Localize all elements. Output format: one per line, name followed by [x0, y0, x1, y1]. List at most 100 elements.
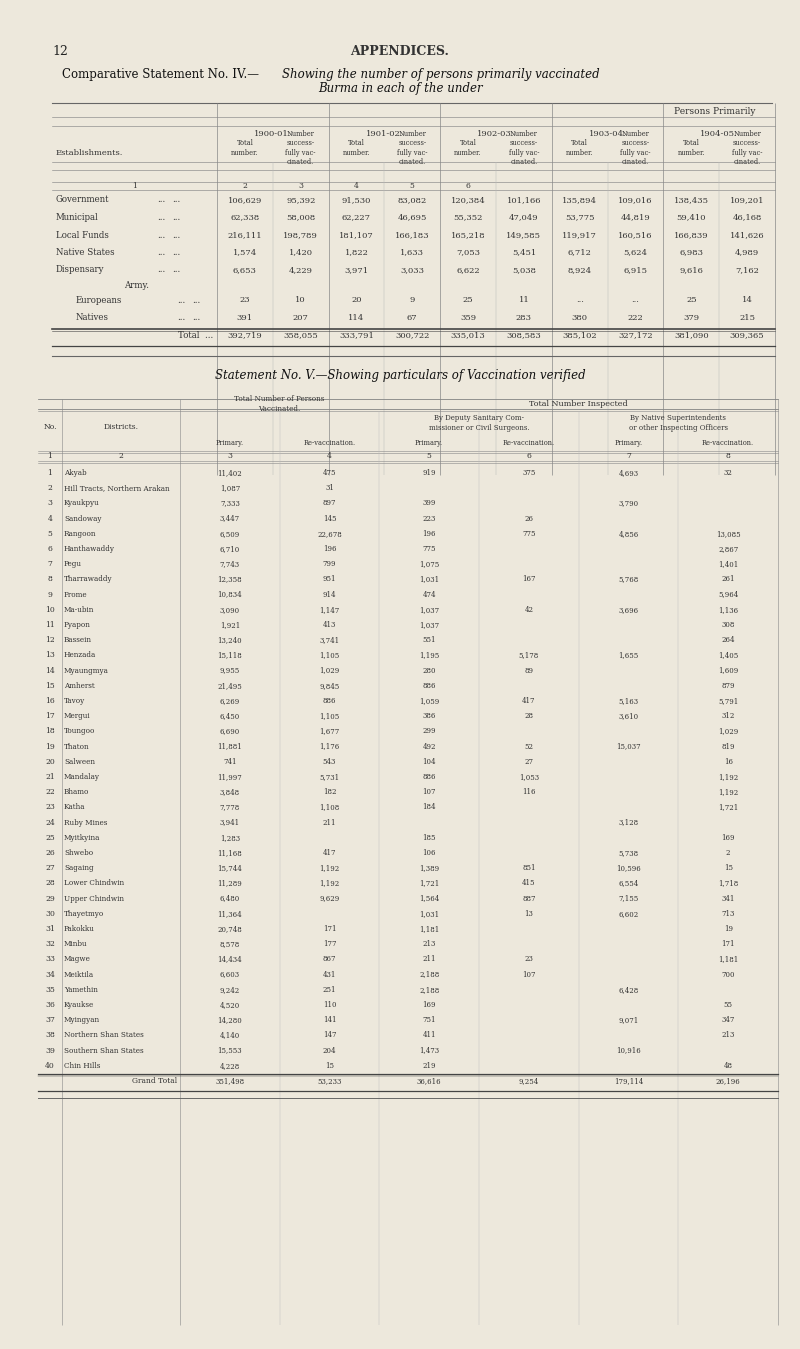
Text: 10,916: 10,916: [616, 1047, 641, 1055]
Text: 3: 3: [47, 499, 53, 507]
Text: 6,602: 6,602: [618, 909, 638, 917]
Text: 3,447: 3,447: [220, 514, 240, 522]
Text: 751: 751: [422, 1016, 436, 1024]
Text: Ma-ubin: Ma-ubin: [64, 606, 94, 614]
Text: 5,163: 5,163: [618, 697, 638, 706]
Text: 6,603: 6,603: [220, 970, 240, 978]
Text: 7,053: 7,053: [456, 248, 480, 256]
Text: 6,915: 6,915: [623, 266, 647, 274]
Text: 358,055: 358,055: [283, 332, 318, 340]
Text: APPENDICES.: APPENDICES.: [350, 45, 450, 58]
Text: 67: 67: [407, 314, 418, 322]
Text: 1,721: 1,721: [419, 880, 439, 888]
Text: Re-vaccination.: Re-vaccination.: [502, 438, 555, 447]
Text: 14,280: 14,280: [218, 1016, 242, 1024]
Text: 700: 700: [722, 970, 735, 978]
Text: 381,090: 381,090: [674, 332, 709, 340]
Text: 1901-02.: 1901-02.: [366, 130, 403, 138]
Text: 886: 886: [422, 681, 436, 689]
Text: 1,037: 1,037: [419, 606, 439, 614]
Text: 13,085: 13,085: [716, 530, 741, 538]
Text: 6,983: 6,983: [679, 248, 703, 256]
Text: Bassein: Bassein: [64, 637, 92, 645]
Text: 327,172: 327,172: [618, 332, 653, 340]
Text: 1,420: 1,420: [289, 248, 313, 256]
Text: 36: 36: [45, 1001, 55, 1009]
Text: 6,690: 6,690: [220, 727, 240, 735]
Text: 213: 213: [722, 1032, 735, 1039]
Text: 1,181: 1,181: [419, 925, 439, 934]
Text: 1: 1: [47, 452, 53, 460]
Text: 145: 145: [322, 514, 336, 522]
Text: 24: 24: [45, 819, 55, 827]
Text: 3,941: 3,941: [220, 819, 240, 827]
Text: 359: 359: [460, 314, 476, 322]
Text: 171: 171: [322, 925, 336, 934]
Text: 13,240: 13,240: [218, 637, 242, 645]
Text: 11,289: 11,289: [218, 880, 242, 888]
Text: 1,921: 1,921: [220, 621, 240, 629]
Text: Statement No. V.—Showing particulars of Vaccination verified: Statement No. V.—Showing particulars of …: [214, 370, 586, 382]
Text: 5,451: 5,451: [512, 248, 536, 256]
Text: 6,509: 6,509: [220, 530, 240, 538]
Text: 1,087: 1,087: [220, 484, 240, 492]
Text: 1,405: 1,405: [718, 652, 738, 660]
Text: 30: 30: [45, 909, 55, 917]
Text: 109,016: 109,016: [618, 196, 653, 204]
Text: 6,480: 6,480: [220, 894, 240, 902]
Text: Primary.: Primary.: [614, 438, 642, 447]
Text: Dispensary: Dispensary: [56, 266, 105, 274]
Text: 149,585: 149,585: [506, 231, 542, 239]
Text: 5,731: 5,731: [319, 773, 339, 781]
Text: 19: 19: [724, 925, 733, 934]
Text: 375: 375: [522, 469, 535, 478]
Text: 169: 169: [722, 834, 735, 842]
Text: 14: 14: [742, 297, 753, 305]
Text: 2,188: 2,188: [419, 970, 439, 978]
Text: 104: 104: [422, 758, 436, 766]
Text: 204: 204: [322, 1047, 336, 1055]
Text: 15: 15: [724, 865, 733, 873]
Text: 219: 219: [422, 1062, 436, 1070]
Text: 1,655: 1,655: [618, 652, 638, 660]
Text: Re-vaccination.: Re-vaccination.: [303, 438, 355, 447]
Text: 166,839: 166,839: [674, 231, 709, 239]
Text: 341: 341: [722, 894, 735, 902]
Text: Myingyan: Myingyan: [64, 1016, 100, 1024]
Text: 351,498: 351,498: [215, 1077, 244, 1085]
Text: 1,721: 1,721: [718, 804, 738, 811]
Text: 11,997: 11,997: [218, 773, 242, 781]
Text: Mandalay: Mandalay: [64, 773, 100, 781]
Text: 17: 17: [45, 712, 55, 720]
Text: Showing the number of persons primarily vaccinated: Showing the number of persons primarily …: [282, 67, 600, 81]
Text: 7,162: 7,162: [735, 266, 759, 274]
Text: 775: 775: [522, 530, 535, 538]
Text: 42: 42: [524, 606, 534, 614]
Text: 106: 106: [422, 849, 436, 857]
Text: 196: 196: [422, 530, 436, 538]
Text: 8,578: 8,578: [220, 940, 240, 948]
Text: 171: 171: [722, 940, 735, 948]
Text: 19: 19: [45, 742, 55, 750]
Text: 8: 8: [47, 576, 53, 583]
Text: 3,971: 3,971: [345, 266, 369, 274]
Text: 9: 9: [410, 297, 415, 305]
Text: Number
success-
fully vac-
cinated.: Number success- fully vac- cinated.: [620, 130, 650, 166]
Text: Hill Tracts, Northern Arakan: Hill Tracts, Northern Arakan: [64, 484, 170, 492]
Text: 23: 23: [524, 955, 534, 963]
Text: 29: 29: [45, 894, 55, 902]
Text: ...: ...: [172, 248, 180, 258]
Text: 95,392: 95,392: [286, 196, 315, 204]
Text: By Deputy Sanitary Com-
missioner or Civil Surgeons.: By Deputy Sanitary Com- missioner or Civ…: [429, 414, 530, 432]
Text: 1,136: 1,136: [718, 606, 738, 614]
Text: ...: ...: [177, 295, 186, 305]
Text: 391: 391: [237, 314, 253, 322]
Text: 6: 6: [466, 182, 470, 190]
Text: 11,364: 11,364: [218, 909, 242, 917]
Text: 10,834: 10,834: [218, 591, 242, 599]
Text: 10: 10: [45, 606, 55, 614]
Text: Burma in each of the under: Burma in each of the under: [318, 82, 482, 94]
Text: 6,428: 6,428: [618, 986, 638, 994]
Text: 1,564: 1,564: [419, 894, 439, 902]
Text: Pakokku: Pakokku: [64, 925, 95, 934]
